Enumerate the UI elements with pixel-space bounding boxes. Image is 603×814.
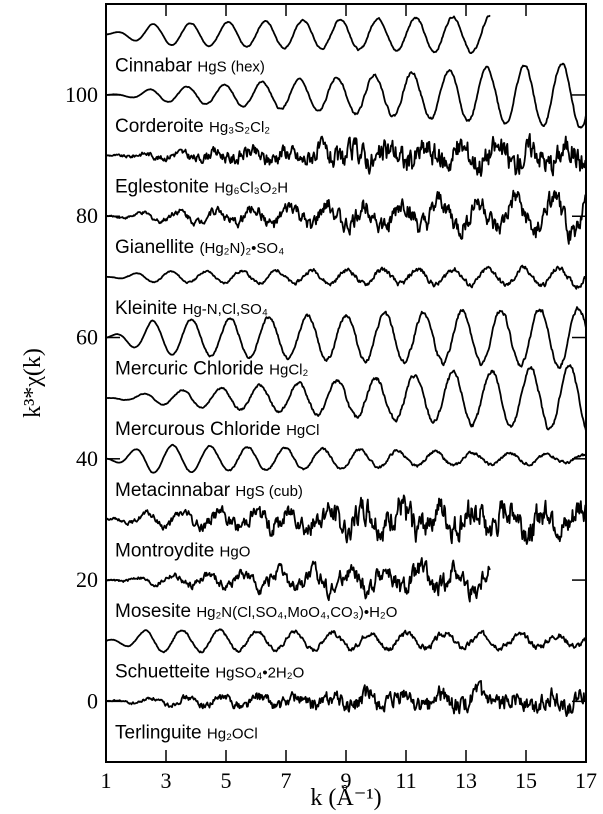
series-traces xyxy=(105,14,587,717)
series-trace xyxy=(105,443,587,474)
series-label: Eglestonite Hg₆Cl₃O₂H xyxy=(115,177,288,198)
series-trace xyxy=(105,680,587,717)
series-name: Montroydite xyxy=(115,540,220,561)
series-trace xyxy=(105,306,587,370)
series-label: Mercurous Chloride HgCl xyxy=(115,419,319,440)
series-name: Gianellite xyxy=(115,237,200,258)
series-label: Cinnabar HgS (hex) xyxy=(115,55,265,76)
y-tick-label: 80 xyxy=(76,203,98,228)
series-formula: HgCl₂ xyxy=(269,362,308,379)
series-name: Mercuric Chloride xyxy=(115,359,269,380)
series-formula: HgCl xyxy=(286,422,319,439)
y-tick-label: 60 xyxy=(76,325,98,350)
series-trace xyxy=(105,189,587,245)
series-trace xyxy=(105,264,587,290)
series-name: Eglestonite xyxy=(115,177,214,198)
x-tick-label: 15 xyxy=(515,768,537,793)
x-tick-label: 9 xyxy=(341,768,352,793)
series-trace xyxy=(105,14,491,54)
series-formula: HgS (cub) xyxy=(235,483,303,500)
series-trace xyxy=(105,494,587,545)
series-formula: Hg₂OCl xyxy=(207,725,258,742)
x-tick-label: 3 xyxy=(161,768,172,793)
series-trace xyxy=(105,62,587,129)
x-tick-label: 1 xyxy=(101,768,112,793)
x-tick-label: 5 xyxy=(221,768,232,793)
series-name: Mercurous Chloride xyxy=(115,419,286,440)
series-trace xyxy=(105,557,491,603)
series-label: Montroydite HgO xyxy=(115,540,250,561)
series-label: Terlinguite Hg₂OCl xyxy=(115,722,258,743)
series-formula: (Hg₂N)₂•SO₄ xyxy=(200,240,285,257)
x-tick-label: 17 xyxy=(575,768,597,793)
series-name: Mosesite xyxy=(115,601,196,622)
x-tick-label: 13 xyxy=(455,768,477,793)
series-labels: Cinnabar HgS (hex) Corderoite Hg₃S₂Cl₂ Egl… xyxy=(115,55,397,743)
series-label: Metacinnabar HgS (cub) xyxy=(115,480,303,501)
series-formula: Hg-N,Cl,SO₄ xyxy=(183,301,268,318)
series-name: Terlinguite xyxy=(115,722,207,743)
series-name: Cinnabar xyxy=(115,55,197,76)
y-tick-label: 20 xyxy=(76,567,98,592)
series-name: Kleinite xyxy=(115,298,183,319)
series-formula: HgS (hex) xyxy=(197,58,265,75)
x-tick-label: 11 xyxy=(395,768,416,793)
series-formula: HgSO₄•2H₂O xyxy=(215,665,304,682)
series-name: Metacinnabar xyxy=(115,480,235,501)
y-tick-label: 40 xyxy=(76,446,98,471)
series-trace xyxy=(105,628,587,654)
series-name: Corderoite xyxy=(115,116,209,137)
series-name: Schuetteite xyxy=(115,662,215,683)
series-formula: Hg₆Cl₃O₂H xyxy=(214,180,288,197)
y-tick-label: 100 xyxy=(65,82,98,107)
series-label: Gianellite (Hg₂N)₂•SO₄ xyxy=(115,237,284,258)
series-trace xyxy=(105,132,587,177)
series-label: Mercuric Chloride HgCl₂ xyxy=(115,359,308,380)
x-axis-title: k (Å⁻¹) xyxy=(310,785,381,811)
series-trace xyxy=(105,364,587,432)
series-label: Corderoite Hg₃S₂Cl₂ xyxy=(115,116,270,137)
x-tick-label: 7 xyxy=(281,768,292,793)
y-axis-title: k³*χ(k) xyxy=(20,348,46,418)
series-label: Kleinite Hg-N,Cl,SO₄ xyxy=(115,298,268,319)
series-label: Mosesite Hg₂N(Cl,SO₄,MoO₄,CO₃)•H₂O xyxy=(115,601,397,622)
series-formula: HgO xyxy=(220,543,251,560)
y-tick-label: 0 xyxy=(87,688,98,713)
series-label: Schuetteite HgSO₄•2H₂O xyxy=(115,662,304,683)
series-formula: Hg₂N(Cl,SO₄,MoO₄,CO₃)•H₂O xyxy=(196,604,397,621)
series-formula: Hg₃S₂Cl₂ xyxy=(209,119,270,136)
